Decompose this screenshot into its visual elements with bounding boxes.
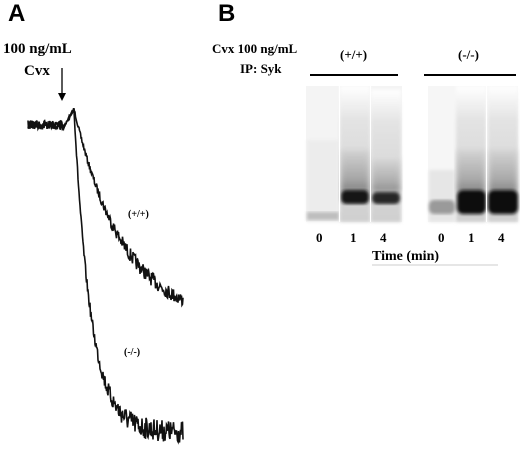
blot-strip-ko xyxy=(428,86,518,222)
band-ko-0 xyxy=(429,200,455,214)
blot-strip-wt xyxy=(306,86,402,222)
trace-ko-label: (-/-) xyxy=(124,347,141,358)
band-wt-0 xyxy=(307,212,339,220)
dose-label: 100 ng/mL xyxy=(3,41,72,57)
trace-wt-label: (+/+) xyxy=(128,209,149,220)
band-wt-4 xyxy=(372,192,400,204)
band-ko-1 xyxy=(457,190,486,214)
lane-label-ko-4: 4 xyxy=(498,230,505,245)
time-axis-label: Time (min) xyxy=(372,249,440,264)
blot-header-ip: IP: Syk xyxy=(240,61,282,76)
calcium-trace-plot xyxy=(27,68,184,445)
stimulus-arrow-head xyxy=(58,93,66,101)
band-ko-4 xyxy=(488,190,518,214)
group-label-ko: (-/-) xyxy=(458,47,479,62)
stimulus-label: Cvx xyxy=(24,63,50,79)
panel-a-letter: A xyxy=(8,0,26,27)
blot-header-treatment: Cvx 100 ng/mL xyxy=(212,41,298,56)
trace-ko-line xyxy=(27,109,184,445)
lane-label-ko-0: 0 xyxy=(438,230,445,245)
lane-label-wt-1: 1 xyxy=(350,230,357,245)
lane-label-ko-1: 1 xyxy=(468,230,475,245)
lane-label-wt-4: 4 xyxy=(380,230,387,245)
group-label-wt: (+/+) xyxy=(340,47,368,62)
trace-knockout xyxy=(27,109,184,445)
panel-b-letter: B xyxy=(218,0,236,27)
band-wt-1 xyxy=(341,190,369,204)
lane-label-wt-0: 0 xyxy=(316,230,323,245)
